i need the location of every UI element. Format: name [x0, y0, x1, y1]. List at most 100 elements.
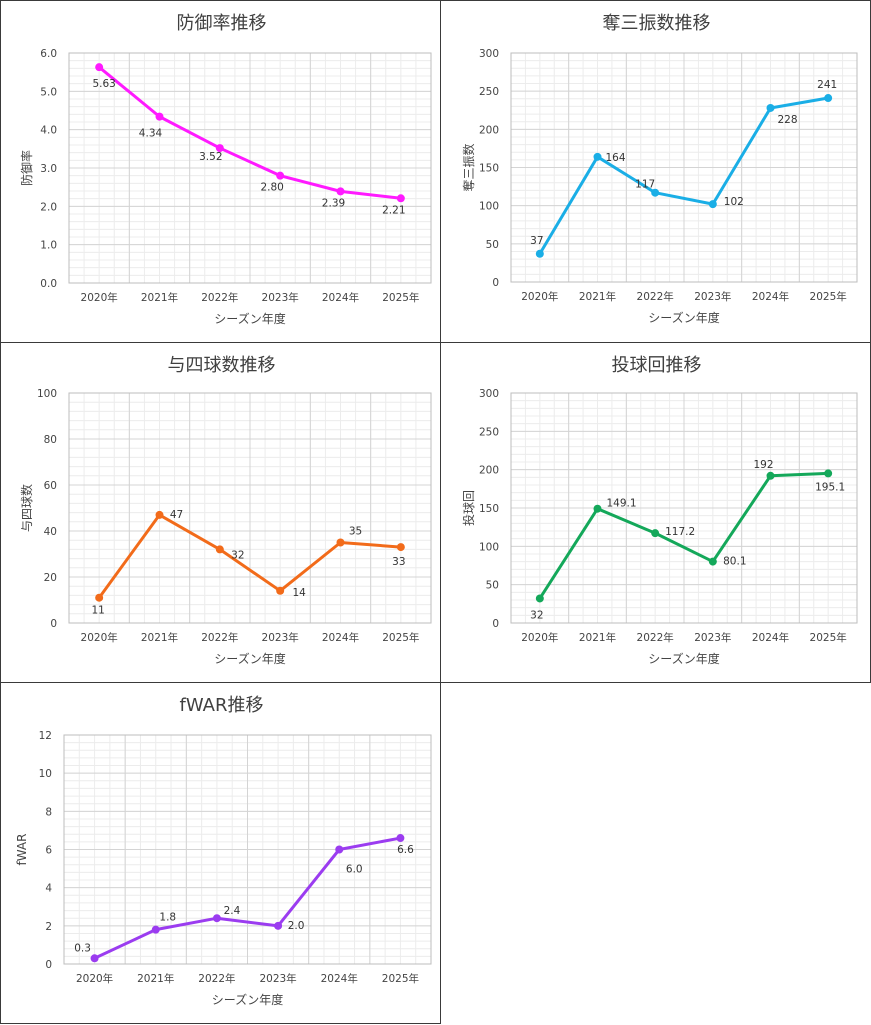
- x-axis-label: シーズン年度: [212, 992, 283, 1007]
- x-tick-label: 2022年: [198, 972, 235, 985]
- data-point-marker: [824, 94, 833, 103]
- data-point-marker: [336, 187, 345, 196]
- data-label: 33: [392, 556, 405, 568]
- data-point-marker: [151, 925, 160, 934]
- era-chart-panel: 防御率推移 0.0 1.0 2.0 3.0 4.0 5.0 6.0 2020年 2021年 2022…: [0, 0, 441, 343]
- y-tick-label: 200: [479, 465, 499, 477]
- data-point-marker: [95, 593, 104, 602]
- y-tick-label: 2: [45, 921, 52, 933]
- y-tick-label: 300: [479, 388, 499, 400]
- x-tick-label: 2023年: [262, 631, 299, 644]
- data-point-marker: [396, 543, 405, 552]
- y-tick-label: 80: [44, 434, 57, 446]
- data-point-marker: [336, 538, 345, 547]
- x-axis-label: シーズン年度: [214, 311, 285, 326]
- x-tick-label: 2024年: [752, 290, 789, 303]
- chart-title: 与四球数推移: [168, 355, 276, 376]
- x-axis-label: シーズン年度: [648, 310, 719, 325]
- data-label: 6.6: [397, 844, 414, 856]
- x-tick-label: 2020年: [81, 631, 118, 644]
- x-tick-label: 2024年: [752, 631, 789, 644]
- y-tick-label: 4: [45, 883, 52, 895]
- y-tick-label: 150: [479, 163, 499, 175]
- data-label: 1.8: [159, 912, 176, 924]
- y-tick-label: 5.0: [40, 86, 57, 98]
- data-point-marker: [708, 557, 717, 566]
- data-point-marker: [212, 914, 221, 923]
- y-tick-label: 0: [50, 618, 57, 630]
- chart-title: 投球回推移: [612, 355, 702, 376]
- strikeouts-chart-panel: 奪三振数推移 0 50 100 150 200 250 300 2020年 2021年 2022年 2…: [440, 0, 871, 343]
- data-point-marker: [766, 103, 775, 112]
- y-tick-label: 3.0: [40, 163, 57, 175]
- y-tick-label: 8: [45, 806, 52, 818]
- walks-chart-panel: 与四球数推移 0 20 40 60 80 100 2020年 2021年 2022年 2023年 20…: [0, 342, 441, 683]
- x-tick-label: 2023年: [259, 972, 296, 985]
- y-tick-label: 40: [44, 526, 57, 538]
- data-label: 2.21: [382, 204, 405, 216]
- plot-area-border: [510, 52, 858, 283]
- bb-chart-svg: 与四球数推移 0 20 40 60 80 100 2020年 2021年 2022年 2023年 20…: [19, 355, 432, 666]
- data-point-marker: [766, 471, 775, 480]
- data-label: 117.2: [665, 526, 695, 538]
- y-tick-label: 20: [44, 572, 57, 584]
- data-label: 11: [91, 605, 104, 617]
- data-label: 164: [605, 152, 625, 164]
- ip-chart-svg: 投球回推移 0 50 100 150 200 250 300 2020年 2021年 2022年 20…: [461, 355, 858, 666]
- y-tick-label: 6: [45, 845, 52, 857]
- chart-title: 奪三振数推移: [603, 13, 711, 34]
- era-chart-svg: 防御率推移 0.0 1.0 2.0 3.0 4.0 5.0 6.0 2020年 2021年 2022…: [19, 13, 432, 326]
- x-tick-label: 2023年: [694, 631, 731, 644]
- y-axis-label: 防御率: [19, 150, 34, 186]
- series-line: [97, 65, 403, 200]
- data-point-marker: [215, 144, 224, 153]
- x-tick-label: 2025年: [382, 631, 419, 644]
- data-label: 149.1: [606, 498, 636, 510]
- plot-area-border: [63, 734, 432, 965]
- x-tick-label: 2024年: [322, 631, 359, 644]
- y-tick-label: 6.0: [40, 48, 57, 60]
- data-point-marker: [396, 834, 405, 843]
- x-tick-label: 2025年: [382, 291, 419, 304]
- data-point-marker: [155, 510, 164, 519]
- data-point-marker: [155, 112, 164, 121]
- fwar-chart-panel: fWAR推移 0 2 4 6 8 10 12 2020年 2021年 2022年 2023年 2024年…: [0, 682, 441, 1024]
- x-tick-label: 2021年: [141, 631, 178, 644]
- x-tick-label: 2022年: [201, 631, 238, 644]
- x-tick-label: 2025年: [810, 631, 847, 644]
- y-tick-label: 250: [479, 86, 499, 98]
- data-label: 2.80: [260, 182, 283, 194]
- so-chart-svg: 奪三振数推移 0 50 100 150 200 250 300 2020年 2021年 2022年 2…: [461, 13, 858, 325]
- x-tick-label: 2020年: [76, 972, 113, 985]
- y-tick-label: 60: [44, 480, 57, 492]
- y-tick-label: 0.0: [40, 278, 57, 290]
- data-label: 0.3: [74, 942, 91, 954]
- data-label: 6.0: [346, 864, 363, 876]
- x-tick-label: 2023年: [694, 290, 731, 303]
- data-label: 241: [817, 79, 837, 91]
- data-label: 37: [530, 235, 543, 247]
- data-point-marker: [215, 545, 224, 554]
- data-point-marker: [593, 504, 602, 513]
- y-tick-label: 4.0: [40, 125, 57, 137]
- data-point-marker: [651, 529, 660, 538]
- data-label: 35: [349, 526, 362, 538]
- data-label: 5.63: [92, 78, 115, 90]
- x-tick-label: 2020年: [521, 290, 558, 303]
- data-point-marker: [824, 469, 833, 478]
- y-tick-label: 0: [492, 277, 499, 289]
- data-label: 2.0: [288, 920, 305, 932]
- x-tick-label: 2025年: [810, 290, 847, 303]
- y-axis-label: 与四球数: [19, 484, 34, 532]
- y-tick-label: 12: [39, 730, 52, 742]
- y-tick-label: 200: [479, 124, 499, 136]
- chart-title: 防御率推移: [177, 13, 267, 34]
- x-tick-label: 2021年: [579, 631, 616, 644]
- data-label: 2.39: [322, 197, 345, 209]
- series-line: [93, 836, 402, 960]
- y-tick-label: 0: [45, 959, 52, 971]
- data-point-marker: [276, 171, 285, 180]
- y-tick-label: 50: [486, 239, 499, 251]
- data-label: 4.34: [139, 128, 163, 140]
- y-tick-label: 100: [37, 388, 57, 400]
